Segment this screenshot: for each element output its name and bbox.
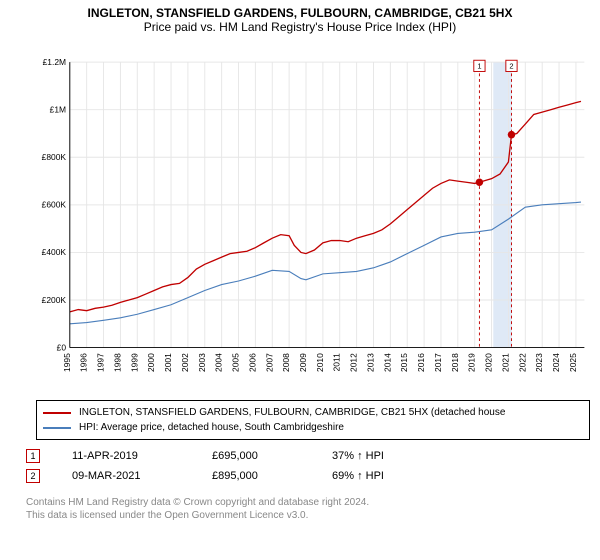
svg-text:2020: 2020 [484,353,494,372]
svg-text:1996: 1996 [79,353,89,372]
svg-text:2002: 2002 [180,353,190,372]
svg-text:£0: £0 [57,342,67,352]
svg-text:2004: 2004 [214,353,224,372]
legend-swatch [43,412,71,414]
footer: Contains HM Land Registry data © Crown c… [26,496,369,522]
svg-text:1995: 1995 [62,353,72,372]
svg-text:£800K: £800K [42,152,67,162]
marker-date: 09-MAR-2021 [72,470,212,482]
footer-line: Contains HM Land Registry data © Crown c… [26,496,369,509]
svg-text:1997: 1997 [96,353,106,372]
svg-text:£1.2M: £1.2M [43,57,66,67]
svg-text:2005: 2005 [231,353,241,372]
marker-row: 2 09-MAR-2021 £895,000 69% ↑ HPI [26,466,452,486]
page-subtitle: Price paid vs. HM Land Registry's House … [0,20,600,34]
svg-text:2006: 2006 [247,353,257,372]
marker-date: 11-APR-2019 [72,450,212,462]
footer-line: This data is licensed under the Open Gov… [26,509,369,522]
legend-row-property: INGLETON, STANSFIELD GARDENS, FULBOURN, … [43,405,583,420]
svg-text:2011: 2011 [332,353,342,371]
svg-text:2012: 2012 [349,353,359,372]
svg-text:2010: 2010 [315,353,325,372]
svg-text:2015: 2015 [399,353,409,372]
legend-swatch [43,427,71,429]
price-chart: £0 £200K £400K £600K £800K £1M £1.2M 1995 1996 19… [36,44,590,392]
svg-text:2018: 2018 [450,353,460,372]
svg-text:2025: 2025 [568,353,578,372]
svg-text:2016: 2016 [416,353,426,372]
legend-label: HPI: Average price, detached house, Sout… [79,420,344,435]
legend-label: INGLETON, STANSFIELD GARDENS, FULBOURN, … [79,405,505,420]
chart-svg: £0 £200K £400K £600K £800K £1M £1.2M 1995 1996 19… [36,44,590,392]
svg-text:£600K: £600K [42,200,67,210]
svg-text:2001: 2001 [163,353,173,372]
svg-text:1999: 1999 [129,353,139,372]
marker-pct: 37% ↑ HPI [332,450,452,462]
legend: INGLETON, STANSFIELD GARDENS, FULBOURN, … [36,400,590,440]
svg-text:£200K: £200K [42,295,67,305]
svg-text:2024: 2024 [551,353,561,372]
marker-price: £895,000 [212,470,332,482]
markers-table: 1 11-APR-2019 £695,000 37% ↑ HPI 2 09-MA… [26,446,452,486]
marker-row: 1 11-APR-2019 £695,000 37% ↑ HPI [26,446,452,466]
svg-text:2023: 2023 [534,353,544,372]
marker-pct: 69% ↑ HPI [332,470,452,482]
marker-badge: 1 [26,449,40,463]
svg-text:£400K: £400K [42,247,67,257]
svg-text:1998: 1998 [112,353,122,372]
svg-text:2019: 2019 [467,353,477,372]
svg-text:2003: 2003 [197,353,207,372]
svg-text:2009: 2009 [298,353,308,372]
svg-text:2008: 2008 [281,353,291,372]
svg-text:£1M: £1M [50,105,66,115]
svg-text:2022: 2022 [517,353,527,372]
svg-text:2: 2 [509,62,513,71]
svg-text:2013: 2013 [365,353,375,372]
svg-text:2000: 2000 [146,353,156,372]
svg-text:1: 1 [477,62,481,71]
svg-text:2014: 2014 [382,353,392,372]
legend-row-hpi: HPI: Average price, detached house, Sout… [43,420,583,435]
svg-text:2017: 2017 [433,353,443,372]
marker-price: £695,000 [212,450,332,462]
svg-text:2021: 2021 [500,353,510,372]
svg-text:2007: 2007 [264,353,274,372]
page-title: INGLETON, STANSFIELD GARDENS, FULBOURN, … [0,6,600,20]
marker-badge: 2 [26,469,40,483]
